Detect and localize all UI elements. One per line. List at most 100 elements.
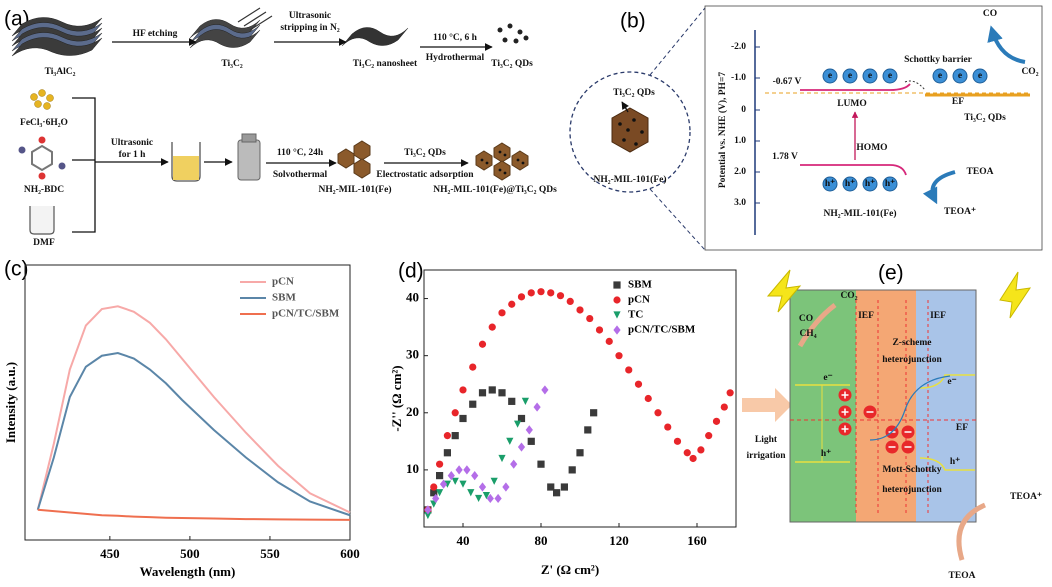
marker bbox=[673, 437, 682, 445]
scheme-label: irrigation bbox=[746, 451, 786, 461]
marker bbox=[430, 489, 438, 497]
qd-dot bbox=[485, 161, 489, 165]
fe-salt bbox=[43, 102, 51, 110]
marker bbox=[634, 380, 643, 388]
scheme-label: TEOA bbox=[949, 571, 976, 581]
marker bbox=[455, 465, 463, 475]
scheme-label: Ti₃C₂ QDs bbox=[613, 88, 655, 98]
marker bbox=[521, 397, 529, 405]
x-tick-label: 450 bbox=[100, 546, 120, 561]
bolt bbox=[999, 271, 1032, 319]
marker bbox=[478, 389, 487, 397]
marker bbox=[430, 483, 438, 491]
electron-label: e bbox=[888, 71, 892, 81]
marker bbox=[447, 471, 455, 481]
scheme-label: NH₂-MIL-101(Fe)@Ti₃C₂ QDs bbox=[433, 184, 557, 195]
charge-sign bbox=[841, 425, 849, 433]
scheme-label: DMF bbox=[33, 238, 55, 248]
scheme-label: 3.0 bbox=[734, 198, 746, 208]
qd-dot bbox=[516, 158, 520, 162]
atom bbox=[38, 136, 46, 144]
panel-label: (e) bbox=[878, 262, 904, 285]
marker bbox=[467, 489, 475, 497]
marker bbox=[498, 454, 506, 463]
scheme-label: IEF bbox=[930, 311, 946, 321]
hole bbox=[842, 176, 858, 192]
scheme-label: TEOA⁺ bbox=[1010, 492, 1042, 502]
scheme-label: TEOA⁺ bbox=[944, 207, 976, 217]
fe-salt bbox=[46, 94, 54, 102]
marker bbox=[625, 366, 633, 374]
hole-label: h⁺ bbox=[845, 179, 855, 189]
fe-salt bbox=[34, 100, 42, 108]
autoclave-cap bbox=[241, 133, 257, 143]
marker bbox=[584, 426, 592, 434]
marker bbox=[439, 479, 448, 489]
marker bbox=[517, 442, 526, 452]
hole-label: h⁺ bbox=[825, 179, 835, 189]
scheme-label: LUMO bbox=[837, 99, 867, 109]
scheme-label: CO₂ bbox=[840, 291, 857, 301]
marker bbox=[498, 389, 506, 397]
marker bbox=[664, 423, 672, 431]
marker bbox=[556, 292, 565, 300]
legend-label: pCN/TC/SBM bbox=[628, 324, 696, 336]
qd-dot bbox=[521, 161, 525, 165]
lumo-line bbox=[800, 83, 911, 91]
marker bbox=[553, 489, 561, 497]
scheme-label: 1.78 V bbox=[772, 152, 798, 162]
qd-dot bbox=[640, 130, 644, 134]
marker bbox=[424, 505, 432, 515]
x-axis-label: Wavelength (nm) bbox=[140, 564, 236, 579]
electron bbox=[972, 68, 988, 84]
scheme-label: Electrostatic adsorption bbox=[376, 170, 474, 180]
strip-lines bbox=[237, 7, 273, 31]
marker bbox=[432, 493, 440, 504]
panel-label: (d) bbox=[398, 260, 424, 283]
marker bbox=[712, 417, 721, 425]
electron bbox=[882, 68, 898, 84]
bolt bbox=[766, 269, 802, 313]
marker bbox=[490, 477, 498, 485]
light-arrow bbox=[742, 388, 792, 422]
scheme-label: 1.0 bbox=[734, 136, 746, 146]
scheme-label: EF bbox=[952, 97, 964, 107]
marker bbox=[502, 482, 510, 492]
y-tick-label: 40 bbox=[406, 290, 419, 305]
marker bbox=[451, 409, 459, 417]
qd-dot bbox=[632, 118, 636, 122]
electron bbox=[822, 68, 838, 84]
x-tick-label: 600 bbox=[340, 546, 360, 561]
x-tick-label: 80 bbox=[535, 533, 548, 548]
scheme-label: NH₂-MIL-101(Fe) bbox=[318, 184, 391, 195]
y-tick-label: 30 bbox=[406, 347, 419, 362]
scheme-label: -0.67 V bbox=[773, 77, 802, 87]
electron bbox=[842, 68, 858, 84]
legend-label: SBM bbox=[628, 279, 652, 291]
electron-label: e bbox=[848, 71, 852, 81]
electron-label: e bbox=[868, 71, 872, 81]
qd-dot bbox=[523, 35, 529, 41]
scheme-label: Schottky barrier bbox=[904, 55, 973, 65]
scheme-label: IEF bbox=[858, 311, 874, 321]
scheme-label: stripping in N₂ bbox=[280, 23, 339, 33]
composite-crystal bbox=[493, 160, 511, 181]
marker bbox=[527, 289, 535, 297]
marker bbox=[508, 300, 516, 308]
atom bbox=[38, 172, 46, 180]
marker bbox=[537, 460, 545, 468]
marker bbox=[475, 494, 483, 503]
electron bbox=[952, 68, 968, 84]
qd-dot bbox=[626, 128, 630, 132]
marker bbox=[469, 400, 477, 408]
x-tick-label: 160 bbox=[687, 533, 707, 548]
qd-dot bbox=[503, 153, 507, 157]
marker bbox=[510, 459, 518, 469]
scheme-label: CO bbox=[799, 314, 813, 324]
scheme-label: 0 bbox=[741, 105, 746, 115]
scheme-label: Ti₃C₂ QDs bbox=[404, 148, 446, 158]
x-tick-label: 40 bbox=[457, 533, 470, 548]
marker bbox=[478, 340, 487, 348]
atom bbox=[18, 146, 26, 154]
scheme-label: heterojunction bbox=[882, 485, 942, 495]
